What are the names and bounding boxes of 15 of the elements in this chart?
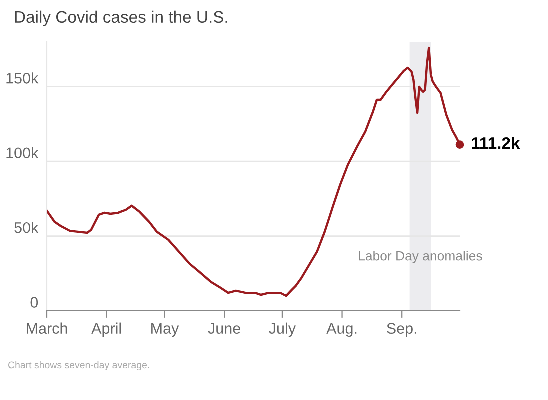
band-label: Labor Day anomalies [359, 251, 482, 264]
x-tick-label: Aug. [326, 323, 357, 338]
y-tick-label: 100k [6, 147, 39, 159]
y-tick-label: 150k [6, 72, 39, 84]
chart-title: Daily Covid cases in the U.S. [15, 10, 228, 26]
x-tick-label: Sep. [387, 323, 416, 338]
x-tick-label: April [92, 322, 122, 338]
y-tick-label: 0 [30, 297, 38, 308]
x-tick-label: July [269, 322, 296, 338]
x-tick-label: May [152, 323, 180, 338]
y-tick-label: 50k [14, 222, 39, 234]
x-tick-label: June [208, 323, 240, 334]
text: Chart shows seven-day average. [8, 361, 150, 371]
x-tick-label: March [27, 322, 68, 334]
annotation: 111.2k [472, 137, 520, 150]
